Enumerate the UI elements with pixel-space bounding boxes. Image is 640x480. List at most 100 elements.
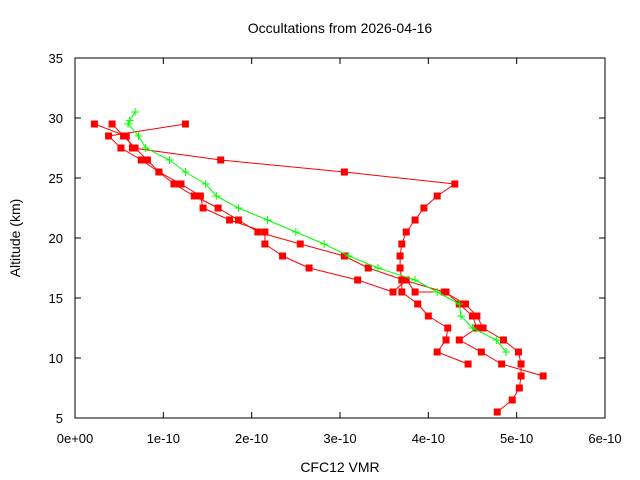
data-point	[433, 192, 441, 200]
y-tick-label: 30	[49, 111, 63, 126]
data-point	[354, 276, 362, 284]
series-line	[107, 123, 544, 377]
data-point	[457, 312, 466, 320]
data-point	[402, 276, 410, 284]
data-point	[398, 276, 406, 284]
data-point	[477, 348, 485, 356]
data-point	[411, 276, 420, 284]
data-point	[451, 180, 459, 188]
y-axis-ticks: 5 10 15 20 25 30 35	[49, 51, 605, 426]
data-point	[515, 384, 523, 392]
data-point	[181, 120, 189, 128]
x-tick-label: 6e-10	[588, 431, 621, 446]
data-point	[539, 372, 547, 380]
data-point	[320, 240, 329, 248]
x-tick-label: 0e+00	[57, 431, 94, 446]
data-point	[165, 156, 174, 164]
data-point	[502, 348, 511, 356]
y-tick-label: 35	[49, 51, 63, 66]
data-point	[517, 360, 525, 368]
y-tick-label: 25	[49, 171, 63, 186]
series-line	[111, 123, 522, 413]
data-point	[181, 168, 190, 176]
x-tick-label: 1e-10	[147, 431, 180, 446]
data-point	[442, 336, 450, 344]
y-axis-label: Altitude (km)	[7, 199, 23, 278]
data-point	[455, 336, 463, 344]
data-point	[305, 264, 313, 272]
plot-frame	[74, 57, 606, 419]
data-point	[396, 252, 404, 260]
data-point	[402, 228, 410, 236]
x-axis-label: CFC12 VMR	[300, 459, 379, 475]
data-point	[479, 324, 487, 332]
data-point	[217, 156, 225, 164]
data-point	[226, 216, 234, 224]
data-point	[137, 156, 145, 164]
x-tick-label: 3e-10	[323, 431, 356, 446]
data-point	[143, 156, 151, 164]
x-tick-label: 4e-10	[412, 431, 445, 446]
data-point	[340, 252, 348, 260]
y-tick-label: 10	[49, 351, 63, 366]
series-4	[124, 108, 511, 356]
x-tick-label: 2e-10	[235, 431, 268, 446]
data-point	[124, 120, 132, 128]
data-point	[517, 372, 525, 380]
x-tick-label: 5e-10	[500, 431, 533, 446]
data-point	[128, 144, 136, 152]
data-point	[199, 204, 207, 212]
data-point	[234, 216, 242, 224]
data-point	[279, 252, 287, 260]
y-tick-label: 5	[56, 411, 63, 426]
chart-title: Occultations from 2026-04-16	[248, 20, 433, 36]
data-point	[125, 116, 134, 125]
data-point	[134, 132, 143, 140]
data-point	[108, 120, 116, 128]
data-point	[398, 288, 406, 296]
data-point	[196, 192, 204, 200]
series-1	[108, 120, 525, 416]
data-point	[296, 240, 304, 248]
x-axis-ticks: 0e+00 1e-10 2e-10 3e-10 4e-10 5e-10 6e-10	[57, 58, 622, 446]
data-point	[261, 228, 269, 236]
data-point	[291, 228, 300, 236]
data-point	[212, 192, 221, 200]
data-point	[344, 252, 353, 260]
series-layer	[90, 108, 547, 416]
data-point	[433, 288, 442, 296]
data-point	[373, 264, 382, 272]
data-point	[170, 180, 178, 188]
y-tick-label: 20	[49, 231, 63, 246]
data-point	[90, 120, 98, 128]
data-point	[461, 300, 469, 308]
data-point	[254, 228, 262, 236]
data-point	[263, 216, 272, 224]
data-point	[396, 264, 404, 272]
data-point	[473, 324, 481, 332]
data-point	[117, 144, 125, 152]
series-line	[127, 111, 507, 353]
data-point	[340, 168, 348, 176]
series-3	[105, 120, 547, 380]
data-point	[444, 324, 452, 332]
data-point	[508, 396, 516, 404]
data-point	[414, 300, 422, 308]
data-point	[455, 300, 464, 308]
data-point	[190, 192, 198, 200]
data-point	[389, 288, 397, 296]
data-point	[442, 288, 450, 296]
data-point	[411, 288, 419, 296]
data-point	[141, 144, 150, 152]
data-point	[420, 204, 428, 212]
data-point	[155, 168, 163, 176]
data-point	[201, 180, 210, 188]
data-point	[499, 336, 507, 344]
data-point	[177, 180, 185, 188]
data-point	[398, 240, 406, 248]
data-point	[105, 132, 113, 140]
data-point	[131, 108, 140, 116]
y-tick-label: 15	[49, 291, 63, 306]
data-point	[433, 348, 441, 356]
